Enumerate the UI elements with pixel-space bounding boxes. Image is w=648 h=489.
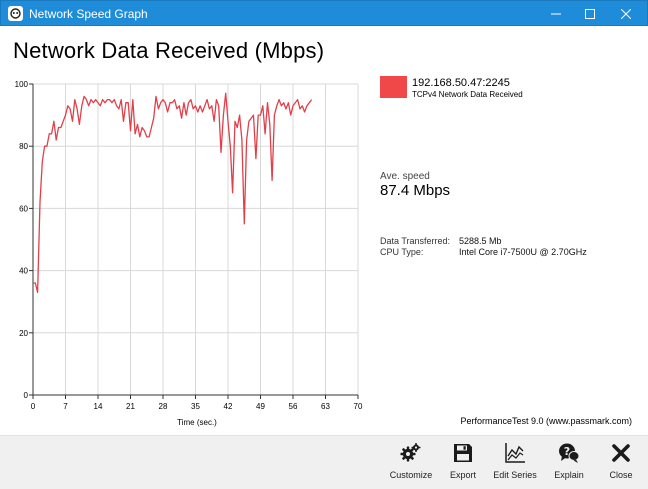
series-line	[33, 92, 313, 294]
y-tick-label: 20	[19, 329, 28, 338]
info-key: Data Transferred:	[380, 236, 451, 246]
average-speed-label: Ave. speed	[380, 171, 430, 182]
customize-button[interactable]: Customize	[383, 442, 439, 486]
maximize-icon	[585, 8, 595, 19]
close-x-icon	[610, 442, 632, 464]
x-tick-label: 14	[94, 402, 103, 411]
gears-icon	[400, 442, 422, 464]
maximize-button[interactable]	[567, 1, 613, 26]
legend-series-subtitle: TCPv4 Network Data Received	[412, 90, 523, 99]
close-label: Close	[609, 470, 633, 480]
y-tick-label: 100	[15, 80, 29, 89]
x-tick-label: 42	[224, 402, 233, 411]
x-tick-label: 63	[321, 402, 330, 411]
bottom-toolbar: Customize Export Edit Series	[0, 435, 648, 489]
average-speed-value: 87.4 Mbps	[380, 182, 451, 199]
title-bar: Network Speed Graph	[0, 0, 648, 26]
page-title: Network Data Received (Mbps)	[13, 38, 325, 63]
floppy-disk-icon	[452, 442, 474, 464]
x-tick-label: 56	[289, 402, 298, 411]
chart-series	[33, 92, 313, 294]
info-value: Intel Core i7-7500U @ 2.70GHz	[459, 247, 587, 257]
window-close-button[interactable]	[603, 1, 648, 26]
x-tick-label: 21	[126, 402, 135, 411]
y-tick-label: 80	[19, 142, 28, 151]
explain-button[interactable]: ? Explain	[541, 442, 597, 486]
close-button[interactable]: Close	[593, 442, 648, 486]
minimize-button[interactable]	[533, 1, 579, 26]
y-tick-label: 40	[19, 267, 28, 276]
x-tick-label: 35	[191, 402, 200, 411]
explain-label: Explain	[554, 470, 584, 480]
minimize-icon	[551, 9, 561, 19]
info-row-cpu-type: CPU Type: Intel Core i7-7500U @ 2.70GHz	[380, 247, 587, 257]
info-row-data-transferred: Data Transferred: 5288.5 Mb	[380, 236, 502, 246]
export-label: Export	[449, 470, 476, 480]
x-tick-label: 0	[31, 402, 36, 411]
watermark-text: PerformanceTest 9.0 (www.passmark.com)	[460, 416, 632, 426]
y-tick-label: 60	[19, 204, 28, 213]
network-speed-chart: 0 7 14 21 28 35 42 49 56 63 70 0 20 40 60 80 100 Time (s…	[0, 70, 370, 430]
x-tick-label: 49	[256, 402, 265, 411]
svg-text:?: ?	[564, 445, 570, 458]
chart-grid	[33, 83, 359, 395]
chart-svg: 0 7 14 21 28 35 42 49 56 63 70 0 20 40 60 80 100 Time (s…	[15, 80, 363, 427]
info-value: 5288.5 Mb	[459, 236, 502, 246]
window-title: Network Speed Graph	[29, 7, 148, 21]
legend-swatch[interactable]	[380, 76, 407, 98]
edit-series-label: Edit Series	[493, 470, 537, 480]
x-tick-label: 70	[354, 402, 363, 411]
app-logo-icon	[8, 6, 23, 21]
x-tick-label: 28	[159, 402, 168, 411]
chart-axes: 0 7 14 21 28 35 42 49 56 63 70 0 20 40 60 80 100	[15, 80, 363, 411]
question-bubble-icon: ?	[558, 442, 580, 464]
close-icon	[621, 8, 631, 19]
line-chart-icon	[504, 442, 526, 464]
edit-series-button[interactable]: Edit Series	[487, 442, 543, 486]
x-axis-label: Time (sec.)	[177, 418, 217, 427]
y-tick-label: 0	[24, 391, 29, 400]
info-key: CPU Type:	[380, 247, 424, 257]
customize-label: Customize	[389, 470, 433, 480]
x-tick-label: 7	[63, 402, 68, 411]
export-button[interactable]: Export	[435, 442, 491, 486]
legend-series-name: 192.168.50.47:2245	[412, 77, 510, 89]
